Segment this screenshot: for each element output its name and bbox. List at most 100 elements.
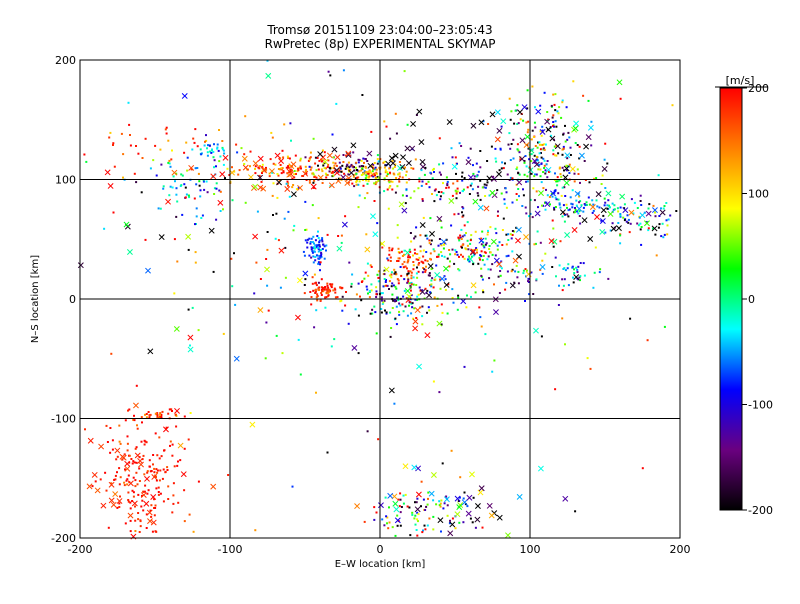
scatter-point: [213, 166, 215, 169]
scatter-point: [148, 465, 151, 468]
scatter-point: [129, 144, 132, 147]
scatter-point: [133, 172, 136, 175]
scatter-point: [397, 260, 400, 262]
scatter-point: [339, 167, 342, 170]
scatter-point: [321, 240, 324, 243]
cross-marker: [539, 263, 546, 270]
scatter-point: [528, 293, 531, 296]
cross-marker: [545, 126, 552, 133]
scatter-point: [254, 165, 257, 168]
scatter-point: [388, 186, 391, 189]
scatter-point: [148, 459, 151, 462]
cross-marker: [392, 500, 399, 507]
scatter-point: [619, 214, 622, 217]
scatter-point: [461, 255, 464, 258]
scatter-point: [320, 292, 323, 294]
scatter-point: [218, 189, 221, 192]
scatter-point: [383, 524, 386, 527]
cross-marker: [554, 143, 561, 150]
scatter-point: [487, 229, 489, 232]
scatter-point: [340, 170, 343, 173]
scatter-point: [391, 249, 393, 252]
cross-marker: [436, 320, 443, 327]
scatter-point: [158, 413, 161, 416]
scatter-point: [463, 224, 466, 227]
scatter-point: [376, 273, 379, 276]
scatter-point: [308, 254, 311, 257]
scatter-point: [529, 198, 532, 201]
cross-marker: [477, 489, 484, 496]
scatter-point: [579, 181, 581, 184]
scatter-point: [415, 529, 418, 531]
scatter-point: [189, 344, 191, 347]
scatter-point: [585, 201, 588, 204]
scatter-point: [293, 176, 296, 179]
scatter-point: [373, 172, 376, 175]
scatter-point: [392, 299, 395, 302]
scatter-point: [558, 106, 561, 109]
scatter-point: [350, 163, 353, 166]
scatter-point: [457, 236, 460, 239]
cross-marker: [331, 146, 338, 153]
scatter-point: [558, 203, 561, 206]
scatter-point: [394, 271, 397, 274]
scatter-point: [266, 248, 269, 251]
scatter-point: [515, 168, 518, 170]
scatter-point: [397, 247, 400, 250]
scatter-point: [388, 280, 391, 283]
scatter-point: [235, 143, 238, 146]
cross-marker: [416, 108, 423, 115]
scatter-point: [498, 169, 501, 172]
scatter-point: [466, 186, 469, 189]
scatter-point: [544, 172, 547, 175]
scatter-point: [161, 477, 164, 480]
scatter-point: [472, 164, 474, 167]
scatter-point: [385, 279, 387, 281]
cross-marker: [569, 166, 576, 172]
scatter-point: [545, 188, 547, 191]
cross-marker: [185, 233, 192, 240]
scatter-point: [391, 282, 394, 285]
scatter-point: [430, 285, 433, 288]
scatter-point: [473, 254, 475, 257]
scatter-point: [409, 284, 412, 287]
scatter-point: [315, 284, 318, 287]
scatter-point: [511, 250, 514, 253]
scatter-point: [215, 165, 217, 168]
scatter-point: [543, 167, 546, 169]
scatter-point: [311, 172, 314, 175]
scatter-point: [407, 254, 410, 257]
cross-marker: [174, 407, 180, 414]
scatter-point: [344, 215, 347, 218]
scatter-point: [554, 109, 557, 112]
scatter-point: [443, 502, 446, 505]
scatter-point: [165, 426, 168, 429]
scatter-point: [492, 175, 495, 178]
scatter-point: [290, 139, 292, 142]
scatter-point: [132, 491, 135, 494]
scatter-point: [629, 317, 632, 320]
scatter-point: [542, 147, 545, 150]
scatter-point: [604, 201, 607, 204]
scatter-point: [578, 201, 581, 204]
cross-marker: [616, 79, 623, 86]
scatter-point: [297, 338, 300, 341]
scatter-point: [310, 296, 313, 298]
scatter-point: [469, 147, 472, 150]
scatter-point: [154, 412, 157, 415]
cross-marker: [400, 154, 406, 161]
scatter-point: [293, 224, 296, 227]
cross-marker: [348, 169, 355, 176]
scatter-point: [480, 325, 483, 328]
scatter-point: [195, 215, 198, 218]
scatter-point: [395, 132, 398, 135]
scatter-point: [537, 141, 539, 144]
scatter-point: [454, 527, 457, 530]
scatter-point: [437, 244, 440, 247]
scatter-point: [321, 238, 324, 241]
scatter-point: [527, 120, 530, 123]
scatter-point: [244, 115, 247, 118]
cross-marker: [415, 491, 422, 498]
scatter-point: [474, 526, 477, 529]
scatter-point: [578, 145, 581, 148]
